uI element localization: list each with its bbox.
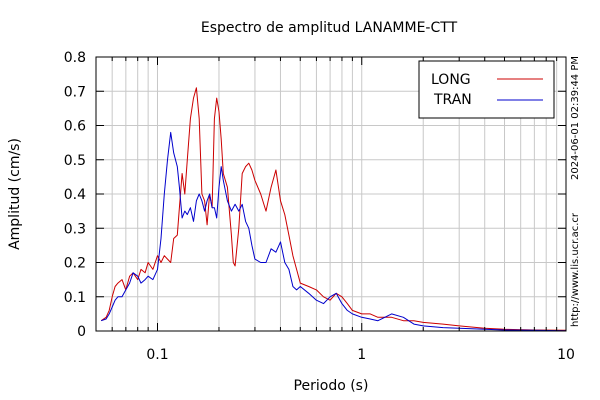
y-tick-label: 0 [77,324,86,340]
y-tick-label: 0.8 [64,50,86,66]
y-tick-label: 0.5 [64,153,86,169]
legend-box [418,60,555,119]
series-lines [100,87,567,332]
chart-title: Espectro de amplitud LANAMME-CTT [201,20,458,36]
url-text: http://www.lis.ucr.ac.cr [570,212,581,327]
x-axis-label: Periodo (s) [294,378,369,394]
legend: LONG TRAN [418,60,555,119]
legend-entry-tran: TRAN [433,92,472,108]
series-line-tran [101,131,567,332]
y-tick-label: 0.7 [64,84,86,100]
y-tick-label: 0.1 [64,290,86,306]
legend-entry-long: LONG [431,72,471,88]
timestamp-text: 2024-06-01 02:39:44 PM [570,56,581,180]
y-tick-label: 0.4 [64,187,86,203]
axis-ticks [95,56,567,332]
series-line-long [100,87,567,331]
y-tick-label: 0.2 [64,256,86,272]
axis-tick-labels: 0 0.1 0.2 0.3 0.4 0.5 0.6 0.7 0.8 0.1 1 10 [64,50,575,363]
y-tick-label: 0.6 [64,119,86,135]
y-tick-label: 0.3 [64,221,86,237]
x-tick-label: 10 [557,347,575,363]
x-tick-label: 0.1 [146,347,168,363]
x-tick-label: 1 [357,347,366,363]
y-axis-label: Amplitud (cm/s) [7,138,23,250]
